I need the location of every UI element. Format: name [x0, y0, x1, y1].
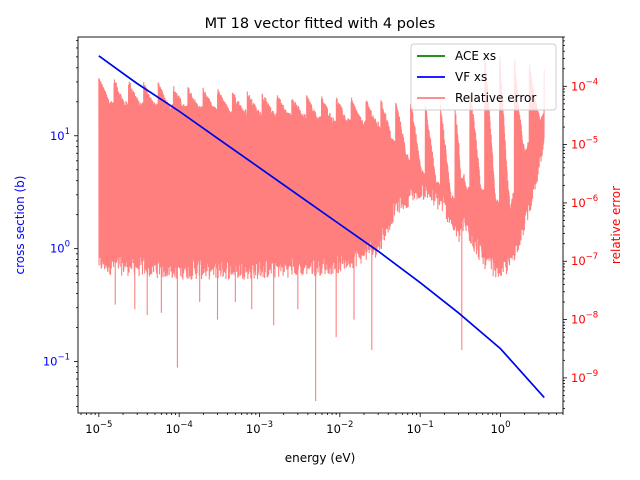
y-right-tick-label: 10−7 [571, 252, 598, 268]
x-tick-label: 10−5 [85, 420, 112, 436]
x-tick-label: 100 [490, 420, 510, 436]
y-right-tick-label: 10−9 [571, 369, 598, 385]
y-axis-left-label: cross section (b) [13, 176, 27, 275]
y-right-tick-label: 10−5 [571, 136, 598, 152]
y-right-tick-label: 10−6 [571, 194, 598, 210]
x-tick-label: 10−4 [166, 420, 193, 436]
x-tick-label: 10−2 [326, 420, 353, 436]
legend-label: ACE xs [455, 49, 496, 63]
y-left-tick-label: 10−1 [43, 353, 70, 369]
legend-label: Relative error [455, 91, 536, 105]
y-left-tick-label: 101 [50, 127, 70, 143]
y-right-tick-label: 10−8 [571, 311, 598, 327]
x-tick-label: 10−1 [407, 420, 434, 436]
legend-label: VF xs [455, 70, 487, 84]
plot-frame [77, 36, 564, 414]
y-left-tick-label: 100 [50, 240, 70, 256]
y-axis-right-label: relative error [609, 186, 623, 264]
series-relative-error-line [98, 54, 545, 402]
x-axis-label: energy (eV) [285, 451, 356, 465]
x-tick-label: 10−3 [246, 420, 273, 436]
chart-title: MT 18 vector fitted with 4 poles [205, 16, 436, 32]
series-vf-xs-line [98, 55, 545, 399]
y-right-tick-label: 10−4 [571, 77, 598, 93]
legend-box [410, 43, 557, 111]
